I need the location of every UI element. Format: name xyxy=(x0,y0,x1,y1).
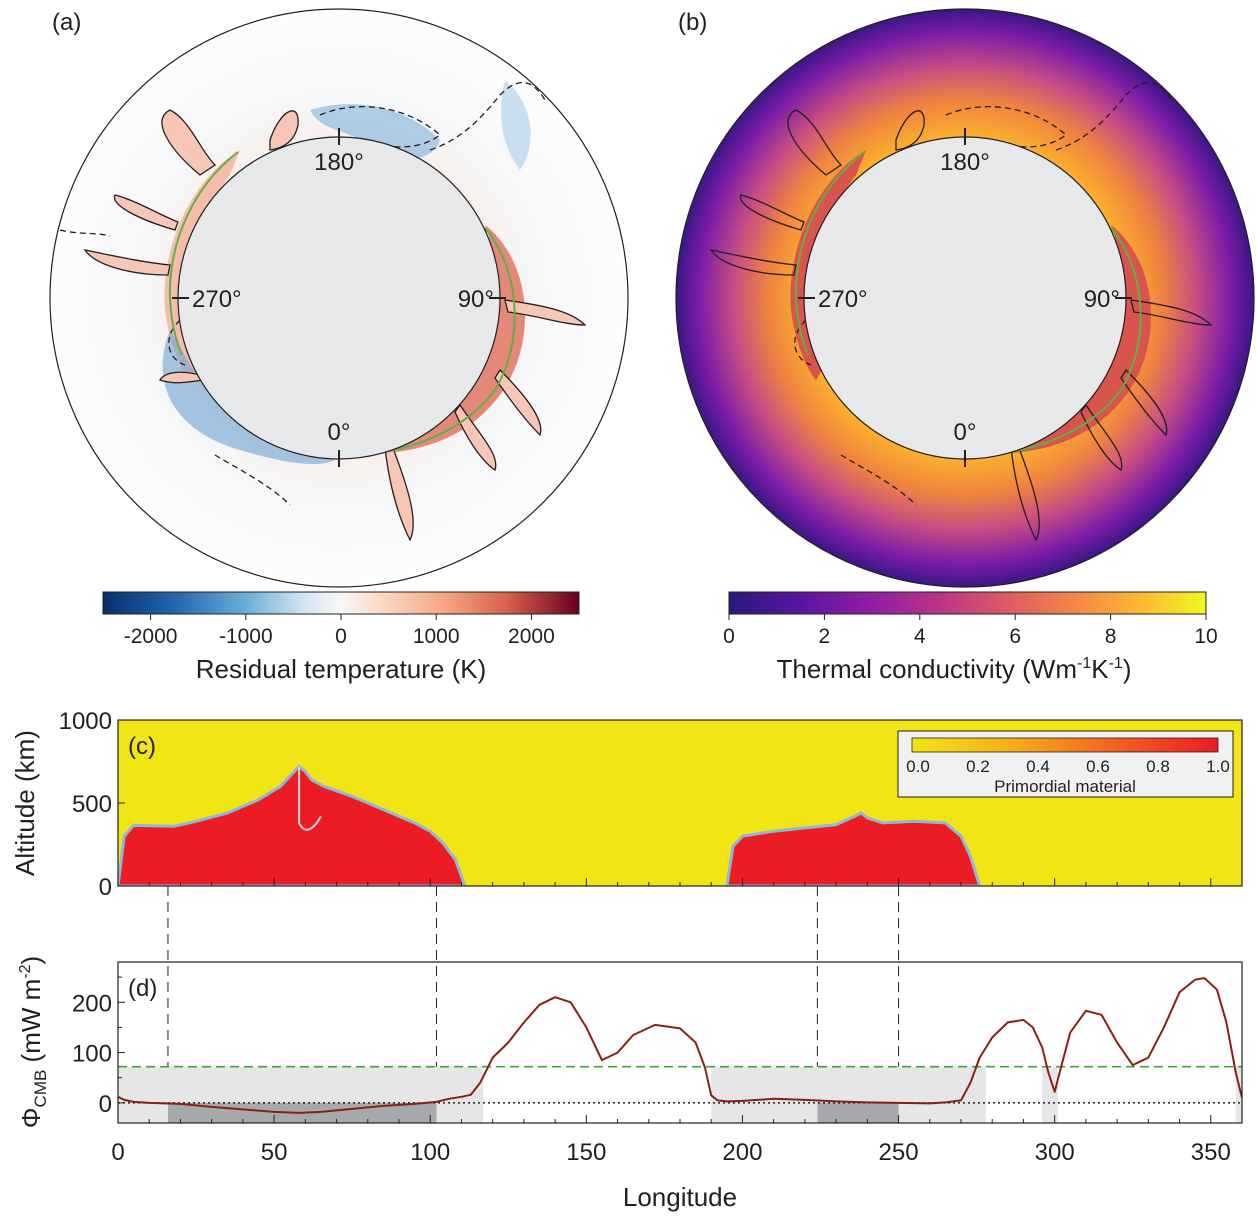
legend-gradient xyxy=(911,737,1219,753)
panel-d-xtick-label: 350 xyxy=(1191,1139,1231,1166)
cold-contours-a xyxy=(59,82,546,506)
legend-ticks: 0.0 0.2 0.4 0.6 0.8 1.0 xyxy=(906,757,1230,776)
panel-d-xtick-label: 300 xyxy=(1035,1139,1075,1166)
angle-label-0-b: 0° xyxy=(954,419,977,446)
colorbar-b-tick-label: 2 xyxy=(819,625,831,648)
panel-d-ytick-label: 100 xyxy=(72,1041,112,1068)
dense-pile-right-b xyxy=(966,225,1152,454)
colorbar-b-tick-label: 10 xyxy=(1194,625,1217,648)
panel-label-d: (d) xyxy=(128,975,157,1002)
colorbar-a-tick-label: 1000 xyxy=(413,625,460,648)
angle-label-180-b: 180° xyxy=(940,149,990,176)
pile-boundary-right-a xyxy=(344,227,516,456)
colorbar-a-ticks: -2000 -1000 0 1000 2000 xyxy=(124,614,555,648)
angle-label-270-b: 270° xyxy=(818,286,868,313)
colorbar-b-tick-label: 6 xyxy=(1009,625,1021,648)
pile-boundary-left-a xyxy=(168,151,239,356)
flux-lines xyxy=(118,977,1242,1114)
panel-label-c: (c) xyxy=(128,733,156,760)
legend-tick-label: 0.0 xyxy=(906,757,930,776)
cmb-heat-flux-line xyxy=(118,977,1242,1114)
cold-contours-b xyxy=(794,82,1172,506)
colorbar-b: 0 2 4 6 8 10 Thermal conductivity (Wm-1K-1) xyxy=(723,591,1218,684)
angle-label-270-a: 270° xyxy=(192,286,242,313)
colorbar-a-label: Residual temperature (K) xyxy=(196,654,486,684)
primordial-piles xyxy=(118,764,982,886)
legend-tick-label: 0.2 xyxy=(966,757,990,776)
panel-d-ytick-label: 0 xyxy=(99,1091,112,1118)
cold-region-right-a xyxy=(500,80,531,170)
primordial-pile-1 xyxy=(118,764,467,886)
panel-d-xtick-label: 250 xyxy=(879,1139,919,1166)
colorbar-b-tick-label: 0 xyxy=(723,625,735,648)
colorbar-a: -2000 -1000 0 1000 2000 Residual temperature… xyxy=(102,591,580,684)
plumes-b xyxy=(709,109,1213,542)
angle-label-90-a: 90° xyxy=(458,286,494,313)
legend-title: Primordial material xyxy=(994,777,1136,796)
primordial-pile-2 xyxy=(725,811,982,886)
panel-label-a: (a) xyxy=(52,9,81,36)
panel-d-ytick-label: 200 xyxy=(72,990,112,1017)
primordial-legend: 0.0 0.2 0.4 0.6 0.8 1.0 Primordial material xyxy=(897,730,1234,798)
angle-label-0-a: 0° xyxy=(328,419,351,446)
plumes-a xyxy=(83,109,587,542)
panel-d-xtick-label: 0 xyxy=(111,1139,124,1166)
panel-c-ytick-label: 500 xyxy=(72,791,112,818)
panel-c-ylabel: Altitude (km) xyxy=(10,730,40,876)
colorbar-b-tick-label: 8 xyxy=(1105,625,1117,648)
annulus-b: 180° 270° 90° 0° xyxy=(675,8,1255,588)
colorbar-a-tick-label: -2000 xyxy=(124,625,178,648)
colorbar-a-tick-label: 2000 xyxy=(508,625,555,648)
legend-tick-label: 0.6 xyxy=(1086,757,1110,776)
shaded-ranges xyxy=(118,1066,1242,1123)
legend-tick-label: 0.4 xyxy=(1026,757,1050,776)
panel-d-xtick-label: 150 xyxy=(566,1139,606,1166)
colorbar-b-ticks: 0 2 4 6 8 10 xyxy=(723,614,1218,648)
colorbar-a-tick-label: 0 xyxy=(335,625,347,648)
shade-light xyxy=(1042,1066,1058,1123)
pile-boundary-left-b xyxy=(794,151,865,356)
panel-d-xtick-label: 50 xyxy=(261,1139,288,1166)
panel-d-xlabel: Longitude xyxy=(623,1182,737,1212)
angle-label-90-b: 90° xyxy=(1084,286,1120,313)
cold-region-top-a xyxy=(310,104,440,159)
angle-ticks-b xyxy=(798,128,1132,467)
panel-d-xtick-label: 200 xyxy=(722,1139,762,1166)
annulus-a: 180° 270° 90° 0° xyxy=(49,8,629,588)
panel-c-axis: 0 500 1000 xyxy=(59,708,1243,901)
angle-label-180-a: 180° xyxy=(314,149,364,176)
panel-d-xtick-label: 100 xyxy=(410,1139,450,1166)
panel-c-ytick-label: 0 xyxy=(99,874,112,901)
warm-pile-right-a xyxy=(340,225,526,454)
angle-ticks-a xyxy=(172,128,506,467)
shade-light xyxy=(1235,1066,1242,1123)
pile-boundary-right-b xyxy=(970,227,1142,456)
legend-tick-label: 1.0 xyxy=(1206,757,1230,776)
colorbar-a-gradient xyxy=(102,591,580,615)
colorbar-b-tick-label: 4 xyxy=(914,625,926,648)
panel-d-ylabel: ΦCMB (mW m-2) xyxy=(16,956,50,1128)
panel-c-ytick-label: 1000 xyxy=(59,708,112,735)
colorbar-a-tick-label: -1000 xyxy=(219,625,273,648)
cold-region-bottom-a xyxy=(162,330,340,465)
legend-tick-label: 0.8 xyxy=(1146,757,1170,776)
panel-d-axis: 0 100 200 0 50 100 150 200 250 300 350 xyxy=(72,976,1243,1166)
shade-dark xyxy=(817,1102,899,1123)
colorbar-b-gradient xyxy=(728,591,1207,615)
plume-streak xyxy=(298,766,322,831)
panel-d: 0 100 200 0 50 100 150 200 250 300 350 (d) ΦCMB (m… xyxy=(16,956,1243,1212)
panel-label-b: (b) xyxy=(678,9,707,36)
colorbar-b-label: Thermal conductivity (Wm-1K-1) xyxy=(777,654,1132,684)
